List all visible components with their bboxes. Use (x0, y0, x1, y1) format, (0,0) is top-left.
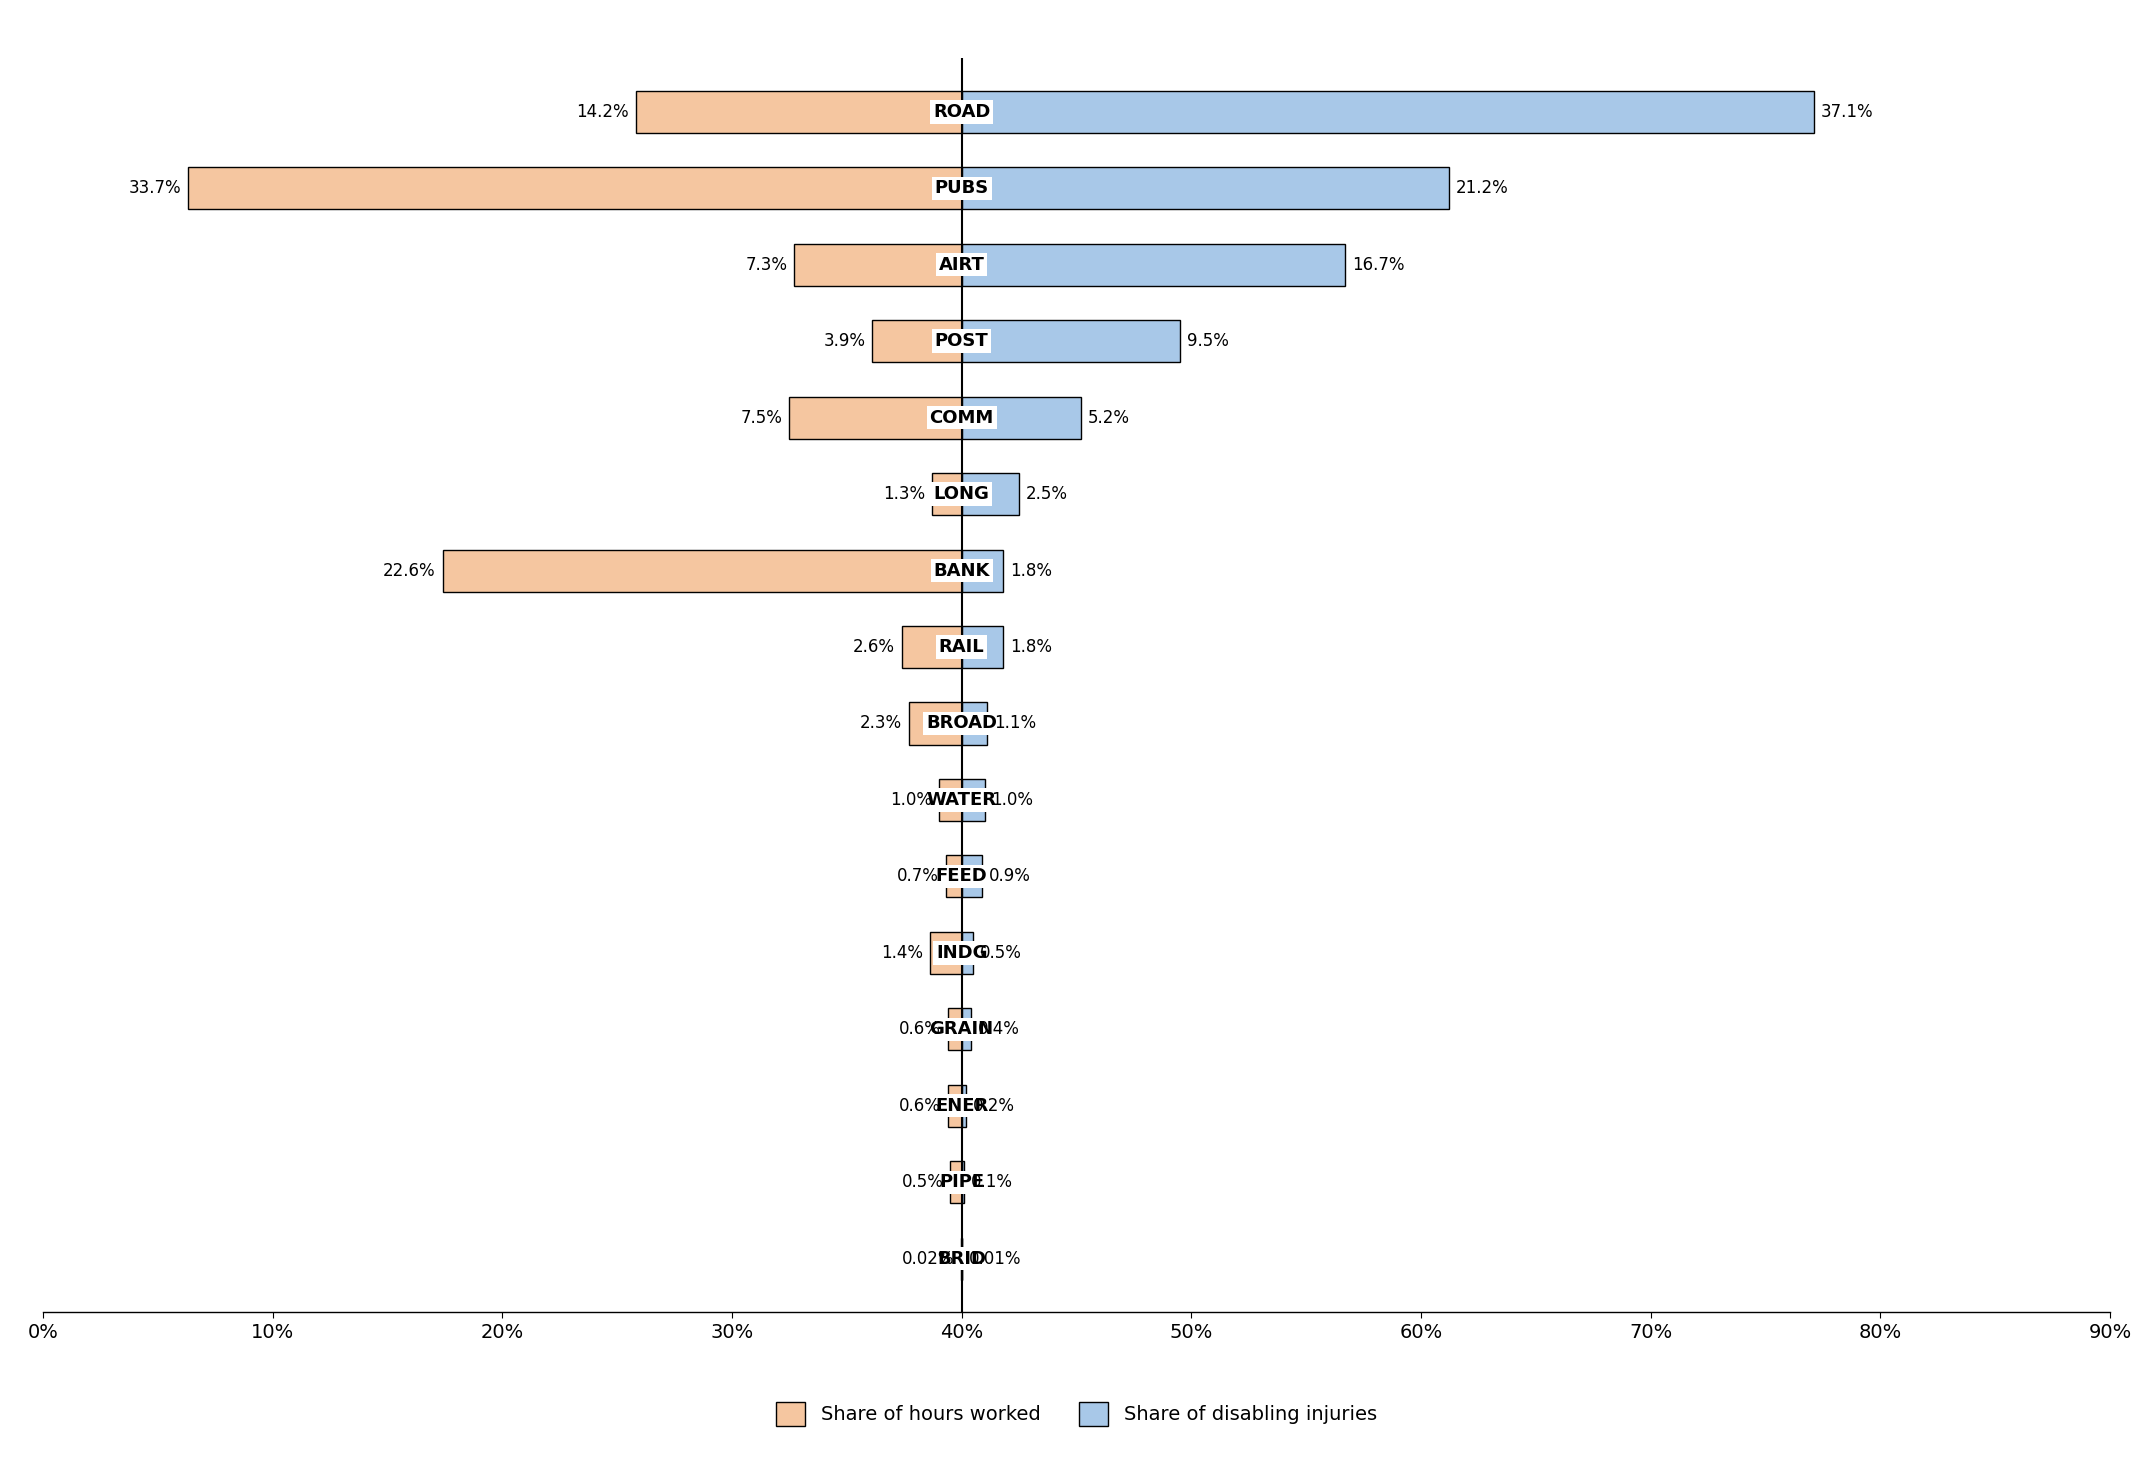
Bar (790, 397, 962, 439)
Bar (962, 625, 1003, 668)
Bar (962, 1009, 971, 1050)
Text: 22.6%: 22.6% (383, 561, 435, 580)
Text: RAIL: RAIL (939, 639, 984, 656)
Text: BRID: BRID (937, 1250, 986, 1267)
Text: 0.5%: 0.5% (902, 1174, 943, 1191)
Bar (962, 1161, 965, 1203)
Text: PUBS: PUBS (934, 179, 988, 197)
Bar (902, 625, 962, 668)
Text: ROAD: ROAD (932, 104, 990, 121)
Text: 0.01%: 0.01% (969, 1250, 1021, 1267)
Bar (962, 703, 986, 745)
Text: 1.8%: 1.8% (1010, 639, 1053, 656)
Text: 1.0%: 1.0% (889, 790, 932, 809)
Bar (909, 703, 962, 745)
Bar (962, 243, 1346, 286)
Bar (947, 1085, 962, 1127)
Bar (932, 472, 962, 515)
Text: 2.3%: 2.3% (859, 714, 902, 732)
Text: 1.0%: 1.0% (993, 790, 1033, 809)
Bar (939, 779, 962, 821)
Text: GRAIN: GRAIN (930, 1021, 995, 1038)
Text: 0.4%: 0.4% (977, 1021, 1021, 1038)
Text: AIRT: AIRT (939, 255, 984, 274)
Text: 7.5%: 7.5% (741, 408, 782, 427)
Text: 1.4%: 1.4% (881, 943, 924, 962)
Legend: Share of hours worked, Share of disabling injuries: Share of hours worked, Share of disablin… (769, 1394, 1384, 1433)
Bar (962, 168, 1449, 210)
Text: FEED: FEED (937, 868, 988, 885)
Text: 37.1%: 37.1% (1821, 104, 1873, 121)
Text: 33.7%: 33.7% (129, 179, 181, 197)
Text: 0.9%: 0.9% (988, 868, 1031, 885)
Bar (945, 856, 962, 898)
Bar (949, 1161, 962, 1203)
Text: 0.1%: 0.1% (971, 1174, 1012, 1191)
Bar (794, 243, 962, 286)
Text: 14.2%: 14.2% (577, 104, 629, 121)
Text: 0.5%: 0.5% (980, 943, 1023, 962)
Bar (962, 932, 973, 974)
Text: 1.1%: 1.1% (995, 714, 1036, 732)
Text: 0.6%: 0.6% (900, 1096, 941, 1115)
Text: 0.02%: 0.02% (902, 1250, 954, 1267)
Text: 3.9%: 3.9% (822, 332, 866, 350)
Bar (187, 168, 962, 210)
Text: 2.6%: 2.6% (853, 639, 896, 656)
Bar (962, 1085, 967, 1127)
Bar (930, 932, 962, 974)
Text: 9.5%: 9.5% (1186, 332, 1229, 350)
Bar (962, 321, 1180, 362)
Text: 16.7%: 16.7% (1352, 255, 1404, 274)
Bar (962, 779, 984, 821)
Bar (635, 90, 962, 133)
Bar (962, 472, 1018, 515)
Text: POST: POST (934, 332, 988, 350)
Text: 0.2%: 0.2% (973, 1096, 1016, 1115)
Text: 0.7%: 0.7% (898, 868, 939, 885)
Text: 7.3%: 7.3% (745, 255, 788, 274)
Text: 5.2%: 5.2% (1087, 408, 1130, 427)
Text: ENER: ENER (934, 1096, 988, 1115)
Text: LONG: LONG (934, 486, 990, 503)
Text: 21.2%: 21.2% (1455, 179, 1509, 197)
Bar (947, 1009, 962, 1050)
Bar (872, 321, 962, 362)
Text: 1.8%: 1.8% (1010, 561, 1053, 580)
Text: 1.3%: 1.3% (883, 486, 926, 503)
Bar (962, 856, 982, 898)
Text: COMM: COMM (930, 408, 995, 427)
Text: BROAD: BROAD (926, 714, 997, 732)
Text: INDG: INDG (937, 943, 988, 962)
Text: PIPE: PIPE (939, 1174, 984, 1191)
Text: 0.6%: 0.6% (900, 1021, 941, 1038)
Bar (962, 90, 1813, 133)
Bar (962, 550, 1003, 592)
Text: WATER: WATER (926, 790, 997, 809)
Text: 2.5%: 2.5% (1027, 486, 1068, 503)
Bar (444, 550, 962, 592)
Bar (962, 397, 1081, 439)
Text: BANK: BANK (934, 561, 990, 580)
